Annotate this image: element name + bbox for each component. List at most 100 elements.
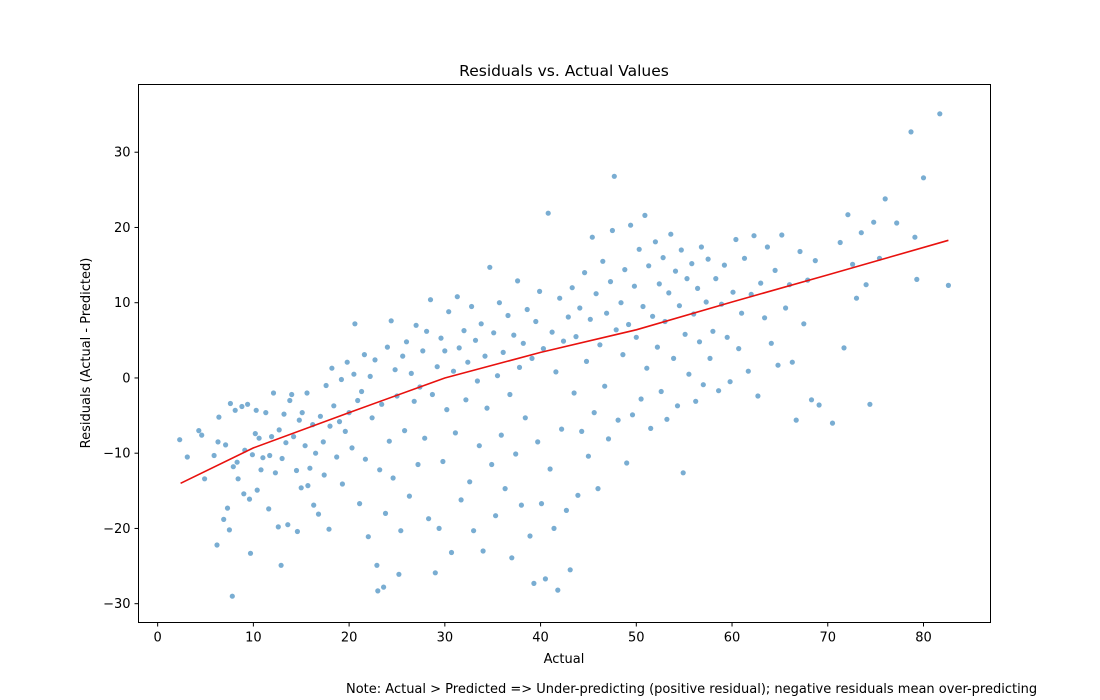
scatter-point — [372, 357, 378, 363]
scatter-point — [551, 525, 557, 532]
scatter-point — [403, 339, 410, 345]
scatter-point — [317, 413, 323, 419]
y-tick-label: 30 — [114, 146, 131, 161]
scatter-point — [493, 513, 499, 519]
scatter-point — [762, 315, 768, 321]
scatter-point — [446, 309, 452, 315]
x-axis-label: Actual — [544, 652, 585, 667]
scatter-point — [467, 479, 473, 485]
scatter-point — [199, 432, 205, 438]
scatter-point — [498, 432, 504, 438]
scatter-point — [272, 470, 278, 476]
scatter-point — [758, 280, 764, 286]
scatter-point — [686, 371, 692, 377]
scatter-point — [684, 276, 690, 282]
scatter-point — [518, 502, 525, 508]
scatter-point — [696, 339, 703, 345]
scatter-point — [678, 247, 684, 253]
scatter-point — [660, 255, 666, 261]
scatter-point — [230, 464, 236, 470]
scatter-point — [591, 410, 597, 416]
scatter-point — [411, 398, 417, 404]
scatter-point — [494, 373, 501, 379]
scatter-point — [845, 212, 851, 218]
scatter-point — [664, 416, 670, 422]
scatter-point — [293, 467, 300, 474]
x-tick-label: 70 — [819, 631, 836, 646]
scatter-point — [311, 502, 317, 508]
scatter-point — [642, 212, 648, 218]
scatter-point — [465, 359, 471, 365]
scatter-point — [628, 222, 634, 228]
scatter-point — [937, 111, 943, 117]
scatter-point — [707, 355, 713, 361]
scatter-point — [285, 522, 291, 528]
scatter-point — [349, 445, 355, 451]
scatter-point — [689, 261, 695, 267]
scatter-point — [613, 327, 619, 333]
scatter-point — [573, 334, 579, 340]
scatter-point — [808, 397, 815, 403]
scatter-point — [666, 290, 672, 296]
scatter-point — [458, 497, 464, 503]
scatter-point — [547, 466, 553, 472]
scatter-point — [489, 461, 495, 468]
scatter-point — [388, 318, 394, 324]
scatter-point — [379, 401, 385, 407]
scatter-point — [500, 349, 506, 355]
scatter-point — [427, 297, 434, 303]
scatter-point — [480, 548, 486, 554]
scatter-point — [682, 331, 688, 337]
scatter-point — [557, 295, 563, 301]
scatter-point — [408, 370, 414, 376]
scatter-point — [553, 369, 559, 375]
scatter-point — [442, 348, 448, 354]
scatter-point — [589, 234, 595, 240]
scatter-point — [671, 355, 677, 361]
scatter-point — [320, 439, 326, 445]
scatter-point — [254, 487, 260, 493]
scatter-point — [396, 571, 402, 577]
scatter-point — [605, 436, 612, 442]
scatter-point — [703, 299, 709, 305]
y-axis-label: Residuals (Actual - Predicted) — [79, 258, 94, 449]
scatter-point — [415, 461, 421, 468]
scatter-point — [654, 344, 661, 350]
scatter-point — [555, 587, 561, 593]
scatter-point — [585, 453, 592, 459]
scatter-point — [398, 528, 404, 534]
scatter-point — [400, 353, 406, 359]
scatter-point — [595, 486, 601, 492]
scatter-point — [440, 458, 446, 465]
x-tick-label: 20 — [341, 631, 358, 646]
scatter-point — [229, 593, 235, 599]
scatter-point — [331, 403, 337, 409]
scatter-point — [567, 567, 573, 573]
y-tick-label: 20 — [114, 221, 131, 236]
scatter-point — [221, 516, 227, 523]
y-axis-ticks: −30 −20 −10 0 10 20 30 — [103, 146, 139, 612]
scatter-point — [569, 285, 575, 291]
scatter-point — [215, 439, 221, 445]
scatter-point — [920, 175, 927, 181]
scatter-point — [582, 270, 588, 276]
scatter-point — [253, 407, 259, 413]
scatter-point — [420, 348, 426, 354]
x-tick-label: 0 — [154, 631, 162, 646]
scatter-point — [622, 267, 628, 273]
scatter-point — [329, 365, 335, 371]
scatter-point — [751, 233, 757, 239]
scatter-point — [342, 428, 348, 434]
scatter-point — [452, 430, 458, 436]
scatter-point — [223, 442, 229, 448]
scatter-point — [267, 452, 273, 459]
scatter-point — [511, 332, 517, 338]
scatter-point — [565, 314, 571, 320]
scatter-point — [863, 282, 869, 288]
scatter-point — [336, 419, 343, 425]
scatter-point — [241, 491, 247, 497]
scatter-point — [524, 306, 530, 313]
scatter-point — [858, 230, 864, 236]
scatter-point — [527, 533, 533, 539]
scatter-point — [597, 342, 603, 348]
